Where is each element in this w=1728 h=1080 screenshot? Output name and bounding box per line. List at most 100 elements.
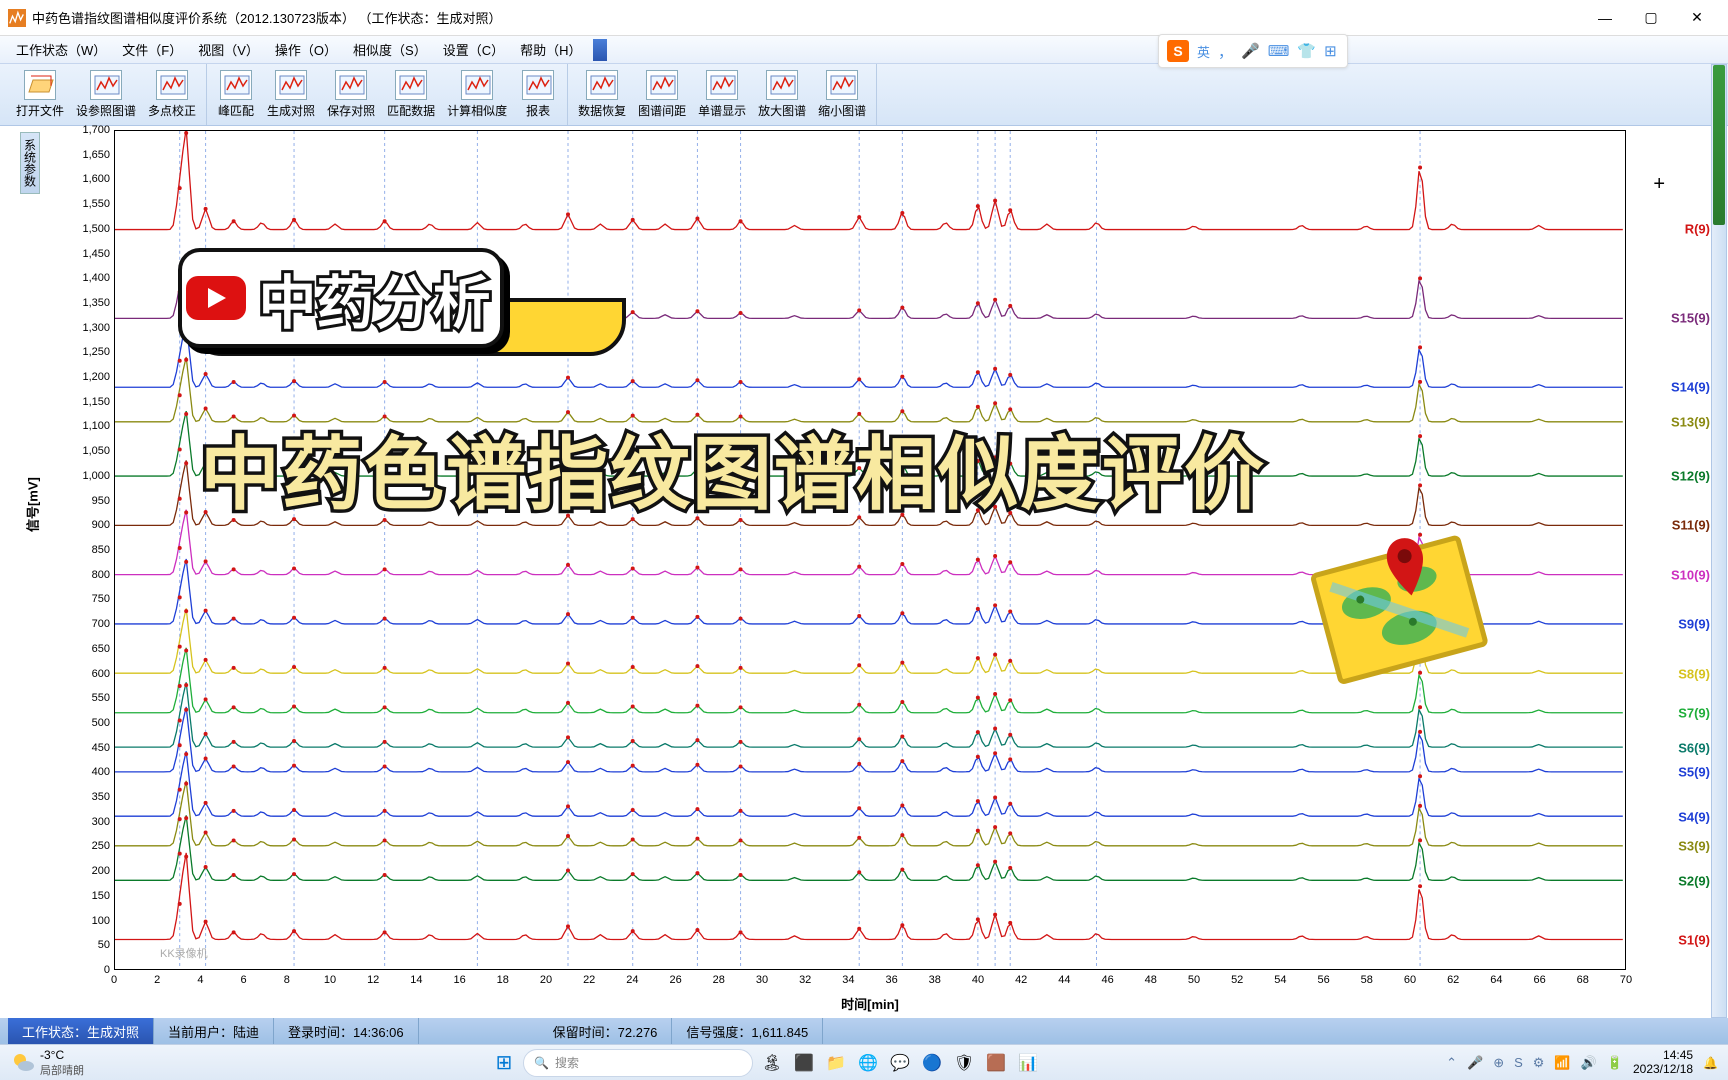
y-tick: 750 bbox=[50, 593, 110, 605]
status-signal: 信号强度：1,611.845 bbox=[672, 1018, 823, 1044]
taskbar-app[interactable]: 📁 bbox=[821, 1048, 851, 1078]
x-tick: 38 bbox=[929, 974, 941, 986]
taskbar-search[interactable]: 🔍 搜索 bbox=[523, 1049, 753, 1077]
tool-icon bbox=[24, 70, 56, 100]
tray-icon[interactable]: ⊕ bbox=[1493, 1055, 1504, 1071]
x-tick: 12 bbox=[367, 974, 379, 986]
menu-item[interactable]: 帮助（H） bbox=[512, 36, 589, 63]
toolbar-button[interactable]: 报表 bbox=[513, 68, 563, 121]
taskbar-app[interactable]: 📊 bbox=[1013, 1048, 1043, 1078]
tray-icon[interactable]: ⚙ bbox=[1533, 1055, 1545, 1071]
y-tick: 850 bbox=[50, 544, 110, 556]
ime-skin-icon[interactable]: 👕 bbox=[1297, 42, 1316, 60]
tool-icon bbox=[706, 70, 738, 100]
ime-kbd-icon[interactable]: ⌨ bbox=[1268, 42, 1290, 60]
toolbar-button[interactable]: 数据恢复 bbox=[572, 68, 632, 121]
taskbar: -3°C 局部晴朗 ⊞ 🔍 搜索 🏝⬛📁🌐💬🔵🛡🟫📊 ⌃ 🎤 ⊕ S ⚙ 📶 🔊 🔋 14:4… bbox=[0, 1044, 1728, 1080]
y-tick: 700 bbox=[50, 618, 110, 630]
status-bar: 工作状态：生成对照 当前用户：陆迪 登录时间：14:36:06 保留时间：72.… bbox=[0, 1018, 1728, 1044]
weather-widget[interactable]: -3°C 局部晴朗 bbox=[0, 1048, 96, 1078]
toolbar-button[interactable]: 计算相似度 bbox=[441, 68, 513, 121]
x-tick: 40 bbox=[972, 974, 984, 986]
toolbar-button[interactable]: 保存对照 bbox=[321, 68, 381, 121]
toolbar-button[interactable]: 匹配数据 bbox=[381, 68, 441, 121]
x-tick: 50 bbox=[1188, 974, 1200, 986]
taskbar-app[interactable]: ⬛ bbox=[789, 1048, 819, 1078]
x-tick: 66 bbox=[1533, 974, 1545, 986]
menu-item[interactable]: 视图（V） bbox=[190, 36, 267, 63]
menu-item[interactable]: 相似度（S） bbox=[345, 36, 435, 63]
y-tick: 300 bbox=[50, 816, 110, 828]
taskbar-app[interactable]: 🔵 bbox=[917, 1048, 947, 1078]
toolbar-button[interactable]: 多点校正 bbox=[142, 68, 202, 121]
y-tick: 1,650 bbox=[50, 149, 110, 161]
x-axis-label: 时间[min] bbox=[841, 994, 899, 1013]
vertical-scrollbar[interactable] bbox=[1711, 64, 1727, 1018]
window-title: 中药色谱指纹图谱相似度评价系统（2012.130723版本） （工作状态：生成对… bbox=[32, 8, 1582, 27]
menu-item[interactable]: 工作状态（W） bbox=[8, 36, 114, 63]
sidebar-tab[interactable]: 系统参数 bbox=[20, 132, 40, 194]
menu-item[interactable]: 操作（O） bbox=[267, 36, 345, 63]
overlay-subtitle-text: 中药色谱指纹图谱相似度评价 bbox=[200, 430, 1266, 519]
ime-mic-icon[interactable]: 🎤 bbox=[1241, 42, 1260, 60]
ime-mode[interactable]: 英 bbox=[1197, 42, 1210, 61]
toolbar: 打开文件设参照图谱多点校正峰匹配生成对照保存对照匹配数据计算相似度报表数据恢复图… bbox=[0, 64, 1728, 126]
tray-icon[interactable]: S bbox=[1514, 1055, 1523, 1071]
tray-icon[interactable]: 📶 bbox=[1554, 1055, 1570, 1071]
maximize-button[interactable]: ▢ bbox=[1628, 3, 1674, 33]
minimize-button[interactable]: — bbox=[1582, 3, 1628, 33]
tray-icon[interactable]: 🎤 bbox=[1467, 1055, 1483, 1071]
taskbar-clock[interactable]: 14:45 2023/12/18 bbox=[1633, 1049, 1693, 1075]
x-tick: 34 bbox=[842, 974, 854, 986]
close-button[interactable]: ✕ bbox=[1674, 3, 1720, 33]
series-label: S1(9) bbox=[1678, 933, 1710, 948]
sogou-icon[interactable]: S bbox=[1167, 40, 1189, 62]
toolbar-button[interactable]: 打开文件 bbox=[10, 68, 70, 121]
y-tick: 800 bbox=[50, 569, 110, 581]
x-tick: 10 bbox=[324, 974, 336, 986]
y-tick: 1,200 bbox=[50, 371, 110, 383]
menu-bar: 工作状态（W）文件（F）视图（V）操作（O）相似度（S）设置（C）帮助（H） S… bbox=[0, 36, 1728, 64]
tool-icon bbox=[90, 70, 122, 100]
series-label: S15(9) bbox=[1671, 310, 1710, 325]
tray-icon[interactable]: ⌃ bbox=[1446, 1055, 1457, 1071]
tool-label: 设参照图谱 bbox=[76, 102, 136, 119]
taskbar-center: ⊞ 🔍 搜索 🏝⬛📁🌐💬🔵🛡🟫📊 bbox=[96, 1048, 1436, 1078]
start-button[interactable]: ⊞ bbox=[489, 1048, 519, 1078]
x-tick: 68 bbox=[1577, 974, 1589, 986]
menu-item[interactable]: 文件（F） bbox=[114, 36, 190, 63]
y-tick: 1,450 bbox=[50, 248, 110, 260]
toolbar-button[interactable]: 生成对照 bbox=[261, 68, 321, 121]
tray-icon[interactable]: 🔊 bbox=[1581, 1055, 1597, 1071]
taskbar-app[interactable]: 🌐 bbox=[853, 1048, 883, 1078]
tool-icon bbox=[522, 70, 554, 100]
taskbar-app[interactable]: 🟫 bbox=[981, 1048, 1011, 1078]
ime-toolbar[interactable]: S 英 ， 🎤 ⌨ 👕 ⊞ bbox=[1158, 34, 1348, 68]
tray-icon[interactable]: 🔋 bbox=[1607, 1055, 1623, 1071]
toolbar-button[interactable]: 单谱显示 bbox=[692, 68, 752, 121]
status-user: 当前用户：陆迪 bbox=[154, 1018, 274, 1044]
y-axis-label: 信号[mV] bbox=[23, 477, 42, 532]
taskbar-app[interactable]: 🏝 bbox=[757, 1048, 787, 1078]
y-tick: 1,350 bbox=[50, 297, 110, 309]
toolbar-button[interactable]: 图谱间距 bbox=[632, 68, 692, 121]
y-tick: 0 bbox=[50, 964, 110, 976]
toolbar-button[interactable]: 设参照图谱 bbox=[70, 68, 142, 121]
ime-punct-icon[interactable]: ， bbox=[1218, 41, 1233, 62]
toolbar-button[interactable]: 峰匹配 bbox=[211, 68, 261, 121]
notifications-icon[interactable]: 🔔 bbox=[1703, 1056, 1718, 1070]
y-tick: 1,550 bbox=[50, 198, 110, 210]
x-tick: 32 bbox=[799, 974, 811, 986]
ime-menu-icon[interactable]: ⊞ bbox=[1324, 42, 1337, 60]
taskbar-app[interactable]: 🛡 bbox=[949, 1048, 979, 1078]
toolbar-button[interactable]: 缩小图谱 bbox=[812, 68, 872, 121]
y-tick: 200 bbox=[50, 865, 110, 877]
taskbar-app[interactable]: 💬 bbox=[885, 1048, 915, 1078]
series-label: S8(9) bbox=[1678, 666, 1710, 681]
y-tick: 600 bbox=[50, 668, 110, 680]
tool-label: 放大图谱 bbox=[758, 102, 806, 119]
scrollbar-thumb[interactable] bbox=[1713, 65, 1725, 225]
x-tick: 16 bbox=[453, 974, 465, 986]
menu-item[interactable]: 设置（C） bbox=[435, 36, 512, 63]
toolbar-button[interactable]: 放大图谱 bbox=[752, 68, 812, 121]
